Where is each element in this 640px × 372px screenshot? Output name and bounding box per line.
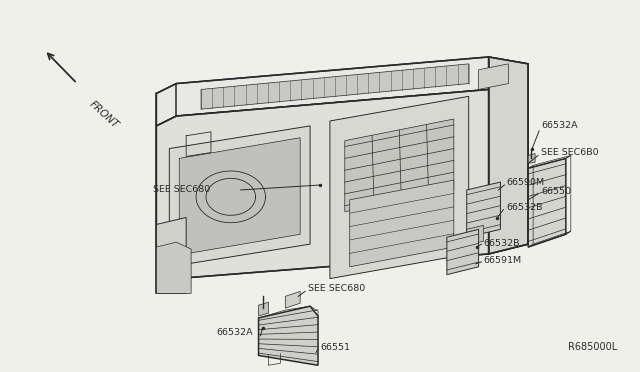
Polygon shape (259, 306, 318, 365)
Text: 66590M: 66590M (506, 177, 545, 187)
Text: SEE SEC680: SEE SEC680 (154, 185, 211, 195)
Polygon shape (259, 302, 268, 316)
Polygon shape (156, 218, 186, 294)
Text: 66532B: 66532B (484, 238, 520, 248)
Polygon shape (179, 138, 300, 255)
Text: 66532B: 66532B (506, 203, 543, 212)
Polygon shape (285, 291, 300, 308)
Text: 66532A: 66532A (216, 328, 253, 337)
Text: 66551: 66551 (320, 343, 350, 352)
Text: SEE SEC680: SEE SEC680 (308, 284, 365, 293)
Polygon shape (330, 96, 468, 279)
Text: SEE SEC6B0: SEE SEC6B0 (541, 148, 598, 157)
Text: 66532A: 66532A (541, 121, 578, 131)
Polygon shape (345, 119, 454, 212)
Polygon shape (156, 89, 528, 294)
Polygon shape (467, 225, 484, 245)
Polygon shape (447, 230, 479, 275)
Polygon shape (156, 242, 191, 294)
Polygon shape (467, 182, 500, 237)
Polygon shape (528, 158, 566, 247)
Text: R685000L: R685000L (568, 343, 618, 353)
Polygon shape (156, 57, 528, 126)
Polygon shape (528, 154, 535, 163)
Text: FRONT: FRONT (87, 99, 120, 131)
Polygon shape (488, 57, 528, 254)
Polygon shape (201, 64, 468, 109)
Polygon shape (349, 180, 454, 267)
Text: 66550: 66550 (541, 187, 571, 196)
Polygon shape (479, 64, 508, 89)
Text: 66591M: 66591M (484, 256, 522, 265)
Polygon shape (170, 126, 310, 267)
